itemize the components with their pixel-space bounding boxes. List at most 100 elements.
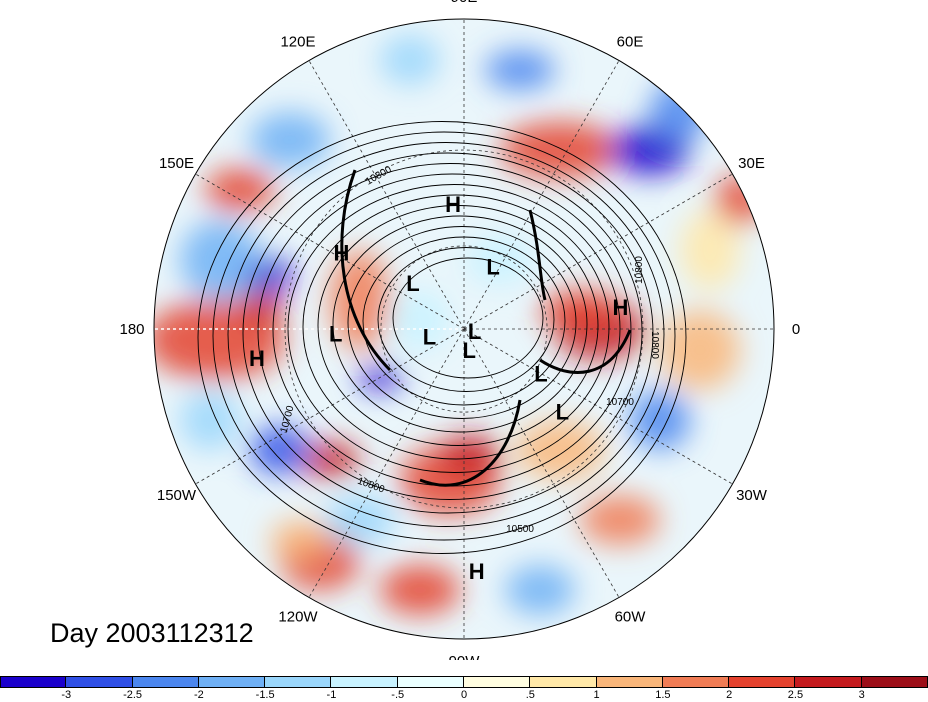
meridian-line <box>308 328 465 598</box>
colorbar-cell <box>795 676 862 688</box>
meridian-line <box>463 60 620 330</box>
longitude-label: 120W <box>278 609 318 626</box>
anomaly-blob <box>154 300 285 380</box>
contour-label: 10500 <box>506 524 534 535</box>
contour-line <box>212 131 676 541</box>
colorbar-tick-label: .5 <box>525 689 535 701</box>
colorbar-cell <box>198 676 266 688</box>
anomaly-blob <box>240 290 284 322</box>
colorbar-cell <box>530 676 597 688</box>
contour-label: 10800 <box>634 256 645 284</box>
anomaly-blob <box>440 435 500 475</box>
contour-line <box>362 236 566 406</box>
date-title: Day 2003112312 <box>50 618 254 648</box>
anomaly-blob <box>380 35 440 85</box>
colorbar-tick-label: -3 <box>61 689 72 701</box>
colorbar-tick-label: 2.5 <box>787 689 804 701</box>
colorbar-cell <box>331 676 398 688</box>
jet-contours <box>340 169 632 487</box>
anomaly-blob <box>630 390 690 450</box>
low-pressure-center: L <box>406 271 419 296</box>
anomaly-blob <box>650 80 710 140</box>
colorbar-tick-label: 1 <box>593 689 600 701</box>
anomaly-blob <box>250 112 330 168</box>
colorbar-cell <box>132 676 199 688</box>
anomaly-blob <box>660 310 740 390</box>
contour-line <box>332 215 588 433</box>
colorbar-cell <box>464 676 531 688</box>
colorbar-tick-label: -.5 <box>391 689 405 701</box>
longitude-label: 60W <box>615 609 647 626</box>
latitude-circle <box>380 245 548 413</box>
anomaly-blob <box>680 210 740 290</box>
longitude-label: 90W <box>449 653 481 660</box>
contour-line <box>227 142 665 527</box>
colorbar-tick-label: 3 <box>858 689 865 701</box>
colorbar-tick-label: -2.5 <box>123 689 143 701</box>
anomaly-blob <box>505 565 575 615</box>
anomaly-blob <box>515 420 605 480</box>
contour-line <box>287 184 621 473</box>
high-pressure-center: H <box>469 559 485 584</box>
anomaly-blob <box>540 290 620 330</box>
colorbar-cell <box>0 676 67 688</box>
meridian-line <box>195 328 465 485</box>
high-pressure-center: H <box>333 240 349 265</box>
longitude-label: 180 <box>119 321 144 338</box>
colorbar-cell <box>662 676 730 688</box>
map-boundary <box>153 18 775 640</box>
colorbar-tick-label: -1 <box>326 689 337 701</box>
high-pressure-center: H <box>612 295 628 320</box>
colorbar-tick-label: 2 <box>726 689 733 701</box>
contour-line <box>302 194 610 460</box>
longitude-label: 30W <box>736 487 768 504</box>
anomaly-blob <box>390 290 450 350</box>
jet-contour <box>528 209 547 301</box>
colorbar-tick-label: 0 <box>460 689 468 701</box>
contour-label: 10700 <box>606 397 634 408</box>
meridian-lines <box>154 19 774 639</box>
low-pressure-center: L <box>534 361 547 386</box>
colorbar-cell <box>397 676 464 688</box>
anomaly-blob <box>715 175 765 225</box>
anomaly-blob <box>500 122 620 178</box>
low-pressure-center: L <box>463 338 476 363</box>
contour-line <box>347 226 577 419</box>
longitude-label: 30E <box>738 155 765 172</box>
high-pressure-center: H <box>445 192 461 217</box>
colorbar-tick-label: 1.5 <box>655 689 671 701</box>
height-contours <box>197 121 687 554</box>
low-pressure-center: L <box>329 321 342 346</box>
anomaly-blob <box>380 565 460 615</box>
meridian-line <box>463 328 733 485</box>
colorbar-tick-label: -1.5 <box>255 689 275 701</box>
longitude-label: 120E <box>280 33 315 50</box>
jet-contour <box>340 169 392 372</box>
anomaly-blob <box>205 168 275 212</box>
low-pressure-center: L <box>423 324 436 349</box>
meridian-line <box>463 173 733 330</box>
colorbar-cell <box>596 676 663 688</box>
anomaly-blob <box>325 495 395 545</box>
colorbar-cell <box>66 676 133 688</box>
jet-contour <box>419 399 522 487</box>
low-pressure-center: L <box>468 319 481 344</box>
anomaly-blob <box>270 520 330 560</box>
anomaly-blob <box>250 426 310 474</box>
contour-line <box>317 205 599 446</box>
colorbar-cell <box>861 676 928 688</box>
contour-label: 10800 <box>649 331 660 359</box>
low-pressure-center: L <box>486 255 499 280</box>
anomaly-blob <box>580 495 660 545</box>
longitude-label: 0 <box>792 321 800 338</box>
longitude-labels: 90E 60E 30E 0 30W 60W 90W 120W 150W 180 150E 120E <box>119 0 800 660</box>
longitude-label: 90E <box>451 0 478 6</box>
anomaly-blob <box>485 50 555 90</box>
contour-line <box>392 257 544 379</box>
meridian-line <box>463 328 620 598</box>
contour-line <box>377 247 555 392</box>
colorbar-tick-label: -2 <box>193 689 204 701</box>
latitude-circles <box>284 149 644 509</box>
meridian-line <box>195 173 465 330</box>
